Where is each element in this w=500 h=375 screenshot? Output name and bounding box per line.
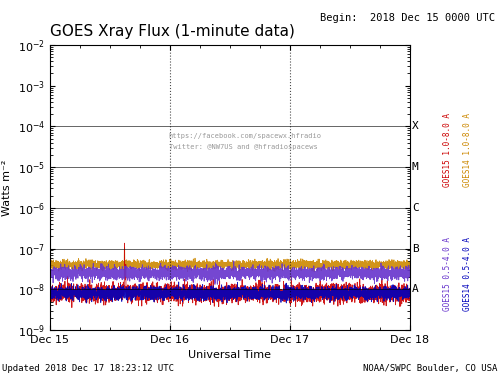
X-axis label: Universal Time: Universal Time [188, 350, 272, 360]
Text: Begin:  2018 Dec 15 0000 UTC: Begin: 2018 Dec 15 0000 UTC [320, 13, 495, 23]
Text: GOES14 0.5-4.0 A: GOES14 0.5-4.0 A [463, 237, 472, 311]
Text: A: A [412, 284, 418, 294]
Text: GOES Xray Flux (1-minute data): GOES Xray Flux (1-minute data) [50, 24, 295, 39]
Text: M: M [412, 162, 418, 172]
Y-axis label: Watts m⁻²: Watts m⁻² [2, 159, 12, 216]
Text: B: B [412, 244, 418, 254]
Text: C: C [412, 203, 418, 213]
Text: https://facebook.com/spacewx.hfradio: https://facebook.com/spacewx.hfradio [169, 133, 322, 139]
Text: NOAA/SWPC Boulder, CO USA: NOAA/SWPC Boulder, CO USA [363, 364, 498, 373]
Text: GOES14 1.0-8.0 A: GOES14 1.0-8.0 A [463, 113, 472, 187]
Text: GOES15 1.0-8.0 A: GOES15 1.0-8.0 A [443, 113, 452, 187]
Text: Twitter: @NW7US and @hfradiospacews: Twitter: @NW7US and @hfradiospacews [169, 144, 318, 150]
Text: Updated 2018 Dec 17 18:23:12 UTC: Updated 2018 Dec 17 18:23:12 UTC [2, 364, 174, 373]
Text: X: X [412, 122, 418, 131]
Text: GOES15 0.5-4.0 A: GOES15 0.5-4.0 A [443, 237, 452, 311]
